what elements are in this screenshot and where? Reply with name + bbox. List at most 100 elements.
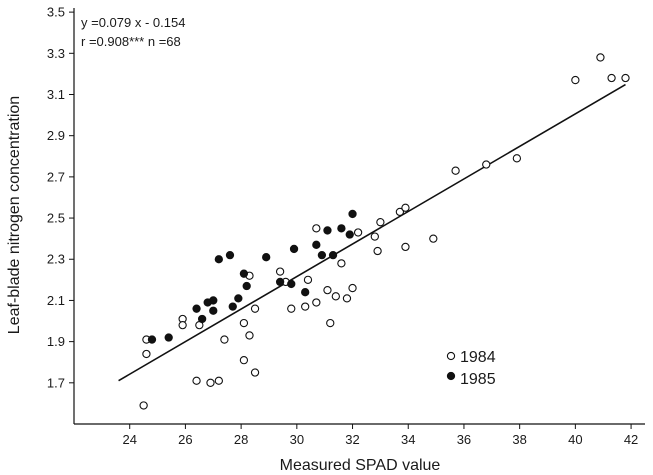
data-point-1985 [209,306,218,315]
y-tick-label: 3.3 [47,46,65,61]
data-point-1985 [289,244,299,254]
data-point-1984 [571,75,580,85]
data-point-1985 [317,250,327,260]
x-axis: 24 26 28 30 32 34 36 38 40 42 [122,424,638,447]
data-point-1984 [301,302,310,311]
data-point-1984 [275,267,285,276]
y-tick-label: 2.3 [47,252,65,267]
data-point-1984 [250,304,260,313]
data-point-1985 [337,224,346,233]
legend-marker-1985 [446,371,456,381]
data-point-1984 [239,318,249,328]
data-point-1984 [370,232,379,241]
data-point-1984 [353,228,363,237]
data-point-1985 [197,314,207,324]
data-point-1985 [242,281,251,291]
data-point-1984 [596,53,605,62]
data-point-1985 [345,230,354,239]
x-tick-label: 28 [234,432,248,447]
x-tick-label: 40 [568,432,582,447]
data-point-1985 [312,240,321,249]
data-point-1984 [337,259,346,268]
data-point-1984 [401,203,410,212]
data-point-1985 [262,253,271,262]
data-point-1984 [376,218,385,227]
y-tick-label: 2.1 [47,293,65,308]
x-tick-label: 32 [345,432,359,447]
data-point-1985 [225,250,235,260]
x-tick-label: 24 [122,432,136,447]
data-point-1984 [395,207,405,217]
y-tick-label: 2.7 [47,169,65,184]
data-point-1984 [303,275,313,284]
data-point-1984 [214,376,223,385]
data-point-1984 [312,298,321,307]
x-tick-label: 36 [457,432,471,447]
data-point-1984 [429,234,438,243]
legend-label-1985: 1985 [460,371,496,388]
x-tick-label: 30 [290,432,304,447]
data-point-1984 [287,304,296,313]
data-point-1984 [220,335,229,344]
y-axis-title: Leaf-blade nitrogen concentration [6,96,23,334]
x-tick-label: 26 [178,432,192,447]
x-axis-title: Measured SPAD value [280,457,441,474]
points-layer [139,53,630,410]
plot-frame [73,8,645,425]
data-point-1984 [326,318,335,328]
data-point-1985 [164,333,173,342]
data-point-1984 [206,378,215,387]
regression-layer [118,83,626,382]
y-tick-label: 3.5 [47,5,65,20]
legend: 1984 1985 [446,349,496,388]
data-point-1985 [323,226,332,235]
data-point-1984 [482,160,491,169]
y-tick-label: 2.9 [47,128,65,143]
data-point-1984 [373,246,382,256]
x-tick-label: 38 [512,432,526,447]
y-tick-label: 1.7 [47,375,65,390]
data-point-1985 [234,294,243,303]
stats-annotation: r =0.908*** n =68 [81,34,181,49]
data-point-1984 [607,73,616,83]
data-point-1985 [192,304,201,313]
regression-line [118,83,626,382]
data-point-1985 [147,335,157,344]
y-tick-label: 2.5 [47,211,65,226]
data-point-1984 [245,331,254,340]
data-point-1984 [621,73,630,83]
data-point-1984 [451,166,460,175]
data-point-1984 [323,285,332,295]
data-point-1984 [348,283,357,293]
data-point-1984 [142,349,151,359]
data-point-1984 [178,320,187,330]
x-tick-label: 34 [401,432,415,447]
data-point-1985 [348,209,357,219]
data-point-1984 [139,401,148,410]
data-point-1985 [275,277,285,287]
data-point-1984 [239,356,249,365]
y-tick-label: 1.9 [47,334,65,349]
y-axis: 1.7 1.9 2.1 2.3 2.5 2.7 2.9 3.1 3.3 3.5 [47,5,74,390]
data-point-1984 [512,154,522,163]
data-point-1984 [331,292,340,301]
equation-annotation: y =0.079 x - 0.154 [81,15,185,30]
data-point-1985 [228,302,237,311]
legend-label-1984: 1984 [460,349,496,366]
data-point-1985 [214,255,223,264]
data-point-1985 [301,288,310,297]
data-point-1984 [342,294,352,303]
data-point-1985 [239,269,249,278]
data-point-1984 [401,242,410,252]
x-tick-label: 42 [624,432,638,447]
data-point-1984 [312,224,321,233]
data-point-1985 [209,296,218,305]
data-point-1985 [287,279,296,289]
data-point-1984 [250,368,260,377]
data-point-1985 [328,250,338,260]
y-tick-label: 3.1 [47,87,65,102]
legend-marker-1984 [446,351,456,361]
data-point-1984 [192,376,201,385]
